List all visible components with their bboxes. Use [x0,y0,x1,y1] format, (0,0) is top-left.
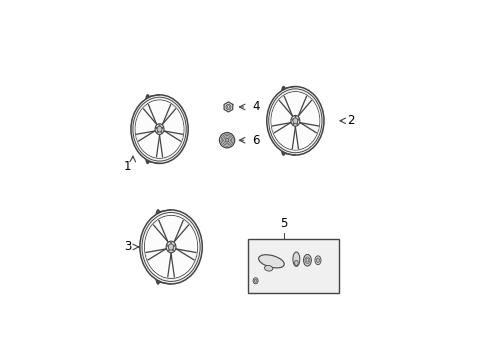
Text: 5: 5 [280,217,287,230]
Ellipse shape [316,258,319,262]
Polygon shape [143,101,175,126]
Polygon shape [279,93,311,117]
Polygon shape [146,248,174,277]
Ellipse shape [292,118,297,124]
Text: 6: 6 [251,134,259,147]
Polygon shape [272,122,298,149]
Ellipse shape [140,210,202,284]
Polygon shape [136,130,162,157]
Polygon shape [136,131,154,141]
Polygon shape [143,105,156,124]
Polygon shape [153,217,188,243]
Polygon shape [167,253,174,277]
Ellipse shape [168,249,169,251]
Ellipse shape [167,245,168,246]
Text: 2: 2 [346,114,353,127]
Polygon shape [279,96,292,116]
Text: 4: 4 [251,100,259,113]
Polygon shape [164,131,182,141]
Polygon shape [146,249,165,260]
Ellipse shape [297,119,298,120]
Ellipse shape [161,132,162,133]
Text: 3: 3 [124,240,131,253]
Polygon shape [161,105,183,141]
Polygon shape [300,123,318,133]
Ellipse shape [279,88,286,153]
FancyBboxPatch shape [247,239,339,293]
Ellipse shape [303,255,311,266]
Ellipse shape [155,124,163,135]
Ellipse shape [156,127,157,129]
Ellipse shape [166,241,176,253]
Ellipse shape [131,95,188,163]
Ellipse shape [296,123,297,125]
Ellipse shape [290,116,299,126]
Ellipse shape [219,132,234,148]
Polygon shape [136,105,157,141]
Ellipse shape [254,279,256,282]
Ellipse shape [227,106,229,108]
Polygon shape [292,122,318,149]
Ellipse shape [162,127,163,129]
Polygon shape [272,123,290,133]
Ellipse shape [157,132,158,133]
Polygon shape [156,130,182,157]
Polygon shape [176,249,196,260]
Polygon shape [156,135,162,157]
Ellipse shape [144,96,151,162]
Ellipse shape [314,256,320,265]
Ellipse shape [157,126,162,132]
Ellipse shape [292,252,299,266]
Polygon shape [145,220,169,260]
Polygon shape [297,96,318,133]
Ellipse shape [170,242,171,243]
Polygon shape [272,96,293,133]
Text: 1: 1 [123,160,131,173]
Polygon shape [167,248,196,277]
Ellipse shape [168,244,173,250]
Polygon shape [224,102,232,112]
Ellipse shape [294,260,298,265]
Polygon shape [174,220,188,242]
Ellipse shape [253,278,258,284]
Ellipse shape [172,249,173,251]
Ellipse shape [154,212,162,282]
Ellipse shape [173,245,175,246]
Ellipse shape [159,125,160,126]
Polygon shape [298,96,311,116]
Polygon shape [292,127,298,149]
Ellipse shape [292,123,293,125]
Polygon shape [173,220,196,260]
Polygon shape [153,220,167,242]
Ellipse shape [225,104,230,109]
Ellipse shape [258,255,284,268]
Ellipse shape [294,116,295,118]
Ellipse shape [266,86,324,155]
Ellipse shape [225,139,228,142]
Polygon shape [162,105,175,124]
Ellipse shape [291,119,292,120]
Ellipse shape [264,265,272,271]
